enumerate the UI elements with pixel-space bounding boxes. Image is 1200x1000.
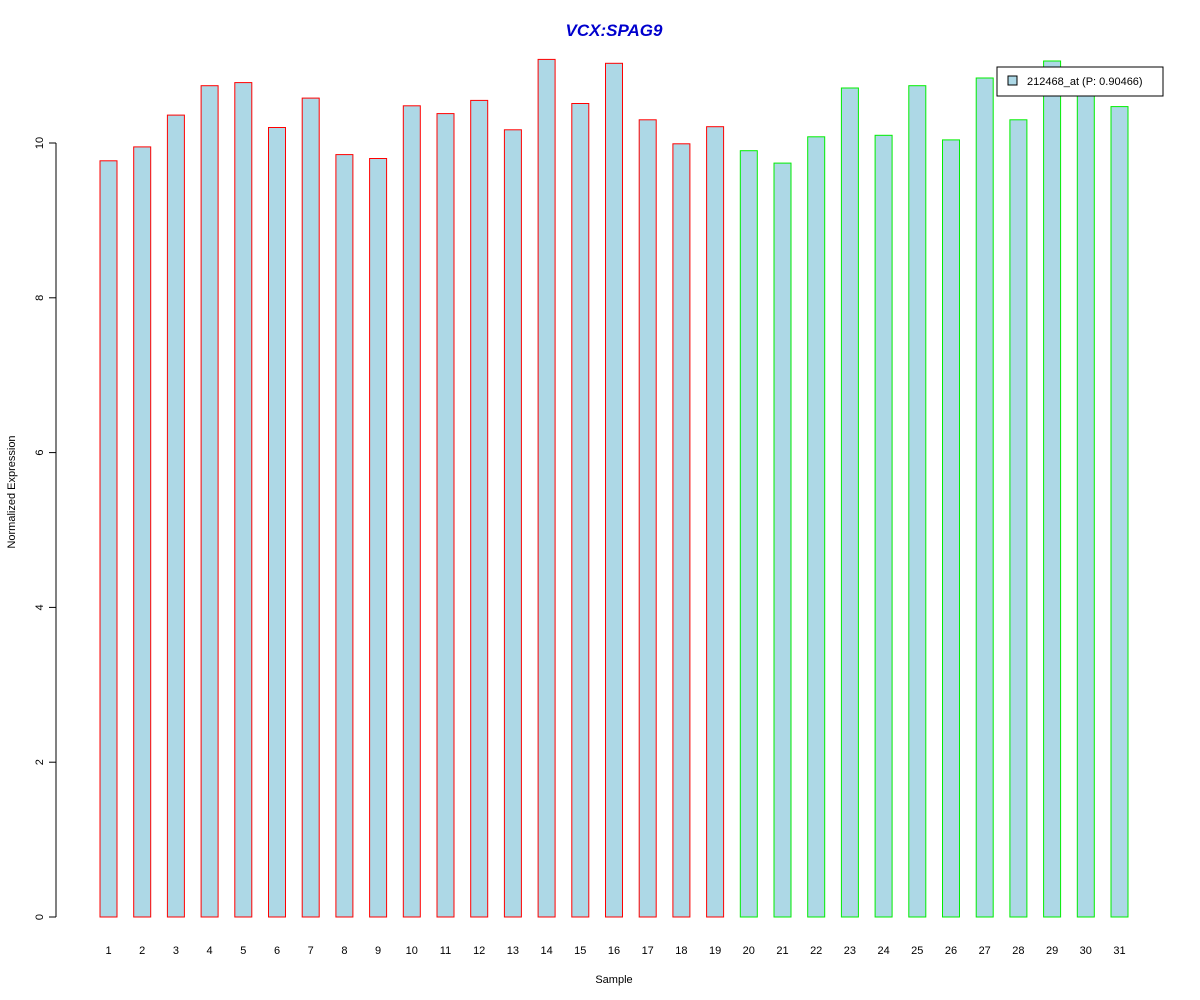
x-tick-label: 29 [1046, 945, 1058, 957]
x-tick-label: 24 [877, 945, 889, 957]
bar-sample-29 [1043, 60, 1062, 918]
x-tick-label: 13 [507, 945, 519, 957]
bar-sample-23 [840, 87, 859, 918]
x-tick-label: 16 [608, 945, 620, 957]
bar-sample-20 [739, 150, 758, 918]
bar-sample-25 [908, 85, 927, 918]
bar-sample-13 [503, 129, 522, 918]
bar-sample-22 [807, 136, 826, 918]
legend: 212468_at (P: 0.90466) [996, 66, 1164, 97]
bar-sample-19 [706, 126, 725, 918]
x-tick-label: 26 [945, 945, 957, 957]
legend-swatch [1007, 75, 1018, 86]
x-tick-label: 3 [173, 945, 179, 957]
legend-box [996, 66, 1164, 97]
bar-sample-6 [268, 127, 286, 918]
bar-sample-15 [571, 103, 590, 918]
x-tick-label: 11 [440, 945, 451, 957]
bar-sample-4 [200, 85, 219, 918]
bars [99, 58, 1129, 918]
bar-sample-11 [436, 113, 455, 918]
bar-sample-2 [133, 146, 152, 918]
x-tick-label: 6 [274, 945, 280, 957]
bar-sample-28 [1009, 119, 1028, 918]
bar-sample-9 [369, 158, 388, 918]
x-tick-label: 31 [1113, 945, 1125, 957]
x-tick-label: 20 [743, 945, 755, 957]
chart-title: VCX:SPAG9 [566, 21, 664, 40]
x-tick-label: 1 [105, 945, 111, 957]
bar-sample-7 [301, 97, 320, 918]
x-tick-label: 21 [776, 945, 788, 957]
x-tick-label: 9 [375, 945, 381, 957]
y-tick-label: 10 [34, 137, 46, 149]
bar-sample-5 [234, 82, 253, 918]
x-tick-label: 15 [574, 945, 586, 957]
bar-sample-30 [1076, 89, 1095, 918]
y-axis: 0 2 4 6 8 10 [34, 137, 57, 920]
x-axis: 1 2 3 4 5 6 7 8 9 10 11 12 13 14 15 16 17 18 19 20 21 22 23 24 2… [105, 945, 1125, 957]
bar-sample-14 [537, 58, 556, 918]
bar-sample-10 [402, 105, 421, 918]
x-tick-label: 27 [979, 945, 991, 957]
x-tick-label: 23 [844, 945, 856, 957]
bar-sample-31 [1110, 106, 1129, 918]
y-axis-label: Normalized Expression [6, 435, 18, 548]
bar-sample-17 [638, 119, 657, 918]
x-tick-label: 12 [473, 945, 485, 957]
legend-label: 212468_at (P: 0.90466) [1027, 76, 1143, 88]
x-tick-label: 2 [139, 945, 145, 957]
bar-sample-21 [773, 162, 792, 918]
x-tick-label: 7 [308, 945, 314, 957]
x-tick-label: 10 [406, 945, 418, 957]
x-tick-label: 22 [810, 945, 822, 957]
x-tick-label: 28 [1012, 945, 1024, 957]
x-tick-label: 19 [709, 945, 721, 957]
x-tick-label: 8 [341, 945, 347, 957]
bar-sample-3 [166, 114, 185, 918]
y-tick-label: 4 [34, 604, 46, 610]
x-tick-label: 14 [540, 945, 552, 957]
bar-sample-8 [335, 154, 354, 918]
bar-sample-1 [99, 160, 118, 918]
x-tick-label: 30 [1080, 945, 1092, 957]
y-tick-label: 0 [34, 914, 46, 920]
x-tick-label: 4 [207, 945, 213, 957]
bar-sample-18 [672, 143, 691, 918]
bar-sample-24 [874, 134, 893, 918]
x-tick-label: 18 [675, 945, 687, 957]
bar-sample-12 [470, 99, 489, 918]
bar-sample-26 [942, 139, 960, 918]
bar-sample-16 [605, 62, 623, 918]
x-axis-label: Sample [595, 974, 632, 986]
x-tick-label: 5 [240, 945, 246, 957]
x-tick-label: 25 [911, 945, 923, 957]
y-tick-label: 6 [34, 450, 46, 456]
y-tick-label: 8 [34, 295, 46, 301]
x-tick-label: 17 [642, 945, 654, 957]
y-tick-label: 2 [34, 759, 46, 765]
bar-sample-27 [975, 77, 994, 918]
